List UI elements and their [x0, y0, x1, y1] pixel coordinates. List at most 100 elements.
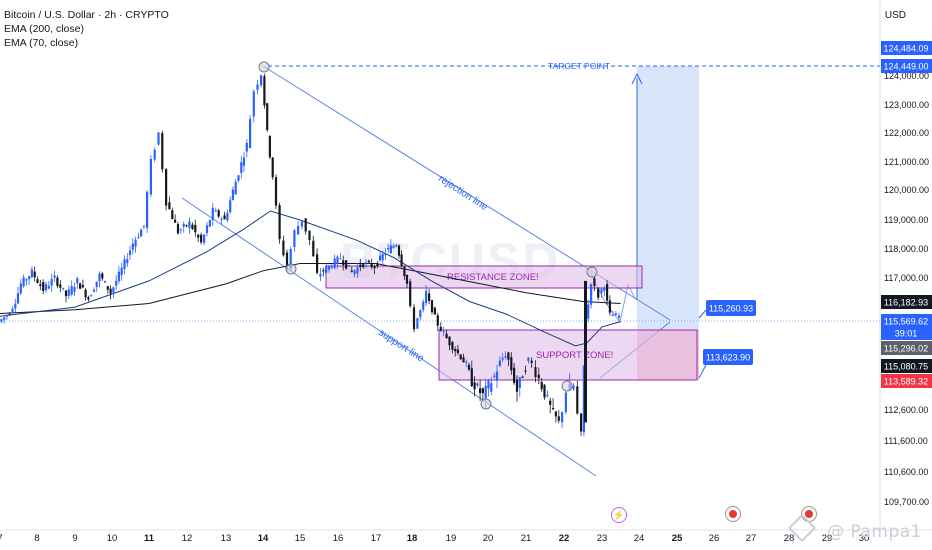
candle-body[interactable]	[403, 266, 406, 277]
legend-ema-200[interactable]: EMA (200, close)	[4, 23, 84, 35]
candle-body[interactable]	[582, 365, 585, 433]
pivot-marker[interactable]	[285, 263, 297, 275]
callout-lower-box[interactable]	[703, 349, 753, 365]
candle-body[interactable]	[220, 218, 223, 220]
candle-body[interactable]	[608, 300, 611, 313]
candle-body[interactable]	[161, 133, 164, 170]
candle-body[interactable]	[249, 118, 252, 149]
candle-body[interactable]	[312, 240, 315, 257]
candle-body[interactable]	[330, 267, 333, 269]
support-zone[interactable]	[438, 329, 698, 381]
candle-body[interactable]	[3, 317, 6, 320]
candle-body[interactable]	[362, 264, 365, 267]
candle-body[interactable]	[28, 276, 31, 280]
candle-body[interactable]	[62, 287, 65, 289]
candle-body[interactable]	[274, 177, 278, 206]
candle-body[interactable]	[191, 224, 194, 230]
candle-body[interactable]	[611, 314, 614, 316]
candle-body[interactable]	[430, 300, 434, 313]
candle-body[interactable]	[194, 224, 197, 233]
price-badge[interactable]	[881, 314, 932, 328]
candle-body[interactable]	[572, 385, 575, 390]
candle-body[interactable]	[580, 413, 583, 432]
candle-body[interactable]	[128, 250, 132, 256]
candle-body[interactable]	[117, 271, 120, 282]
candle-body[interactable]	[527, 357, 530, 361]
candle-body[interactable]	[316, 254, 319, 273]
us-flag-event-icon[interactable]	[726, 507, 740, 521]
candle-body[interactable]	[308, 230, 311, 240]
candle-body[interactable]	[205, 225, 209, 233]
candle-body[interactable]	[347, 265, 350, 267]
candle-body[interactable]	[208, 220, 211, 227]
candle-body[interactable]	[234, 181, 237, 195]
candle-body[interactable]	[495, 371, 499, 381]
candle-body[interactable]	[53, 275, 56, 278]
candle-body[interactable]	[350, 270, 353, 272]
candle-body[interactable]	[240, 162, 243, 173]
us-flag-event-icon[interactable]	[802, 507, 816, 521]
candle-body[interactable]	[576, 386, 579, 414]
candle-body[interactable]	[214, 210, 217, 212]
candle-body[interactable]	[289, 249, 292, 270]
candle-body[interactable]	[146, 191, 149, 229]
candle-body[interactable]	[174, 219, 177, 223]
candle-body[interactable]	[614, 313, 617, 316]
candle-body[interactable]	[104, 281, 107, 283]
candle-body[interactable]	[554, 411, 557, 417]
candle-body[interactable]	[95, 281, 98, 287]
candle-body[interactable]	[203, 234, 206, 243]
ema-70-line[interactable]	[0, 210, 621, 347]
candle-body[interactable]	[30, 269, 33, 277]
candle-body[interactable]	[339, 258, 342, 260]
candle-body[interactable]	[165, 168, 168, 206]
candle-body[interactable]	[98, 273, 101, 282]
candle-body[interactable]	[44, 284, 48, 291]
price-badge[interactable]	[881, 41, 932, 55]
candle-body[interactable]	[231, 189, 234, 200]
candle-body[interactable]	[513, 367, 516, 383]
currency-label[interactable]: USD	[884, 10, 906, 21]
candle-body[interactable]	[137, 237, 140, 238]
candle-body[interactable]	[76, 278, 79, 284]
candle-body[interactable]	[182, 224, 185, 227]
candle-body[interactable]	[79, 283, 82, 289]
candle-body[interactable]	[39, 284, 42, 286]
candle-body[interactable]	[370, 263, 373, 268]
candle-body[interactable]	[217, 210, 220, 217]
candle-body[interactable]	[171, 210, 174, 220]
candle-body[interactable]	[185, 225, 188, 227]
candle-body[interactable]	[454, 349, 457, 352]
candle-body[interactable]	[229, 200, 232, 213]
breakout-candle[interactable]	[584, 280, 587, 423]
candle-body[interactable]	[112, 287, 115, 293]
candle-body[interactable]	[381, 254, 384, 261]
candle-body[interactable]	[422, 301, 425, 310]
candle-body[interactable]	[285, 252, 289, 267]
candle-body[interactable]	[600, 288, 603, 293]
candle-body[interactable]	[456, 349, 459, 354]
candle-body[interactable]	[278, 205, 281, 240]
candle-body[interactable]	[367, 260, 370, 263]
candle-body[interactable]	[87, 297, 90, 300]
candle-body[interactable]	[8, 314, 11, 316]
candle-body[interactable]	[256, 84, 259, 90]
candle-body[interactable]	[140, 229, 143, 237]
candle-body[interactable]	[333, 258, 336, 268]
candle-body[interactable]	[197, 234, 200, 238]
candle-body[interactable]	[543, 384, 546, 398]
candle-body[interactable]	[142, 225, 145, 227]
candle-body[interactable]	[106, 286, 109, 290]
candle-body[interactable]	[549, 400, 552, 405]
candle-body[interactable]	[395, 245, 398, 247]
candle-body[interactable]	[50, 279, 53, 286]
event-flash-icon[interactable]: ⚡	[611, 507, 627, 523]
candle-body[interactable]	[359, 264, 362, 268]
candle-body[interactable]	[245, 142, 248, 152]
candle-body[interactable]	[597, 288, 600, 298]
candle-body[interactable]	[409, 281, 412, 306]
candle-body[interactable]	[521, 376, 524, 378]
candle-body[interactable]	[260, 75, 263, 86]
candle-body[interactable]	[115, 280, 118, 286]
candle-body[interactable]	[25, 279, 28, 281]
